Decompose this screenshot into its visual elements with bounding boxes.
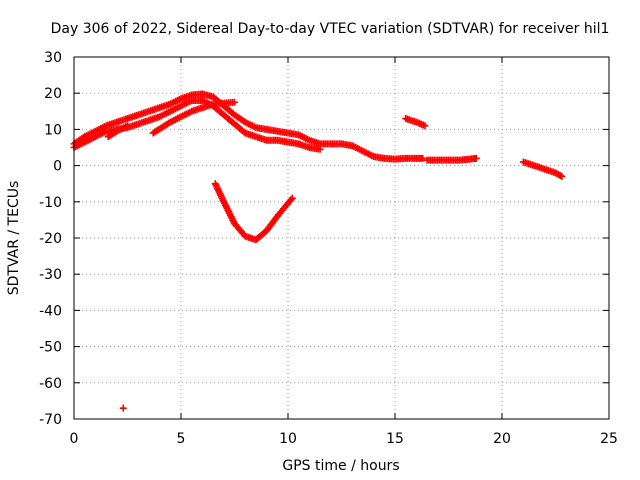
- x-tick-label: 25: [600, 431, 618, 447]
- y-tick-label: -40: [39, 303, 62, 319]
- x-tick-label: 5: [177, 431, 186, 447]
- y-tick-label: 20: [44, 86, 62, 102]
- data-point: [119, 404, 127, 412]
- y-tick-label: 0: [53, 159, 62, 175]
- y-tick-label: -50: [39, 340, 62, 356]
- data-point: [419, 154, 427, 162]
- data-point: [421, 122, 429, 130]
- y-tick-label: -70: [39, 412, 62, 428]
- x-tick-label: 15: [386, 431, 404, 447]
- data-point: [124, 122, 131, 130]
- tick-label-layer: 0 5 10 15 20 25 -70 -60 -50 -40 -30 -20 -10 0 10 20 30: [39, 50, 618, 447]
- data-point: [287, 196, 295, 204]
- y-tick-label: 30: [44, 50, 62, 66]
- data-point: [288, 194, 296, 202]
- chart-title: Day 306 of 2022, Sidereal Day-to-day VTE…: [51, 21, 610, 37]
- data-point: [558, 172, 566, 180]
- y-tick-label: -20: [39, 231, 62, 247]
- x-axis-label: GPS time / hours: [282, 458, 399, 474]
- y-tick-label: -10: [39, 195, 62, 211]
- y-tick-label: -60: [39, 376, 62, 392]
- x-tick-label: 10: [279, 431, 297, 447]
- data-point: [316, 145, 324, 153]
- x-tick-label: 20: [493, 431, 511, 447]
- y-axis-label: SDTVAR / TECUs: [6, 181, 22, 296]
- y-tick-label: -30: [39, 267, 62, 283]
- x-tick-label: 0: [70, 431, 79, 447]
- data-point: [231, 98, 238, 106]
- data-point: [472, 154, 480, 162]
- y-tick-label: 10: [44, 122, 62, 138]
- plot-frame: [73, 56, 610, 420]
- data-layer: [70, 90, 566, 412]
